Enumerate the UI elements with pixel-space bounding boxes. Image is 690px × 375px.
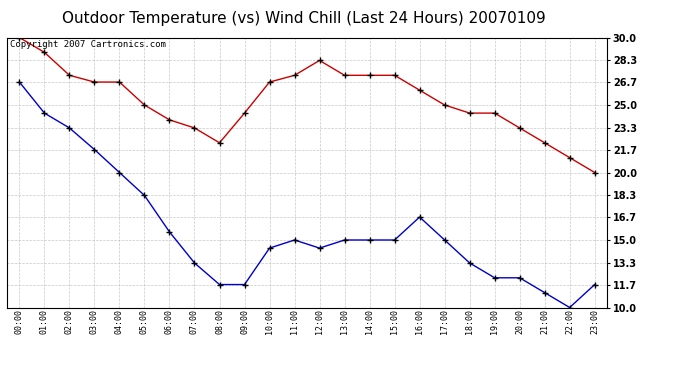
Text: Copyright 2007 Cartronics.com: Copyright 2007 Cartronics.com	[10, 40, 166, 49]
Text: Outdoor Temperature (vs) Wind Chill (Last 24 Hours) 20070109: Outdoor Temperature (vs) Wind Chill (Las…	[61, 11, 546, 26]
